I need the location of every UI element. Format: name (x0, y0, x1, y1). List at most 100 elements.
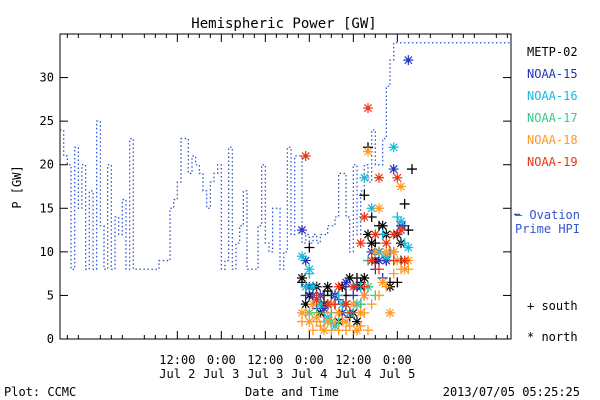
south-point (366, 299, 377, 310)
north-point (311, 294, 322, 305)
north-point (319, 325, 329, 336)
legend-entry: NOAA-19 (527, 155, 578, 169)
north-point (377, 277, 388, 288)
north-point (388, 246, 399, 257)
north-point (319, 303, 329, 314)
north-point (322, 316, 333, 327)
south-point (363, 325, 373, 336)
north-point (355, 307, 366, 318)
y-tick-label: 20 (40, 158, 54, 172)
north-point (403, 55, 414, 66)
y-tick-label: 0 (47, 332, 54, 346)
north-point (403, 242, 414, 253)
north-point (297, 225, 307, 236)
x-tick-label-date: Jul 4 (335, 367, 371, 381)
north-point (388, 142, 399, 153)
satellite-points (297, 55, 417, 336)
legend-north-symbol: * north (527, 330, 578, 344)
north-point (300, 281, 311, 292)
north-point (366, 203, 377, 214)
north-point (304, 316, 315, 327)
north-point (348, 299, 359, 310)
y-tick-label: 25 (40, 114, 54, 128)
north-point (359, 273, 370, 283)
north-point (322, 299, 333, 310)
north-point (297, 273, 307, 283)
north-point (396, 225, 406, 236)
north-point (396, 181, 406, 192)
legend-south-symbol: + south (527, 299, 578, 313)
south-point (344, 307, 355, 318)
x-tick-label-time: 12:00 (335, 353, 371, 367)
y-tick-label: 30 (40, 71, 54, 85)
x-axis-label: Date and Time (245, 385, 339, 399)
footer-left: Plot: CCMC (4, 385, 76, 399)
y-tick-label: 15 (40, 201, 54, 215)
north-point (297, 307, 307, 318)
ovation-line (60, 42, 511, 270)
x-tick-label-date: Jul 4 (291, 367, 327, 381)
north-point (374, 203, 384, 214)
y-axis-label: P [GW] (10, 165, 24, 208)
north-point (333, 307, 344, 318)
north-point (300, 299, 311, 310)
south-point (374, 264, 384, 275)
south-point (388, 268, 399, 279)
north-point (399, 264, 410, 275)
north-point (322, 281, 333, 292)
north-point (308, 299, 318, 310)
x-tick-label-time: 0:00 (383, 353, 412, 367)
south-point (304, 242, 315, 253)
south-point (407, 164, 417, 175)
north-point (374, 255, 384, 266)
x-tick-label-time: 0:00 (207, 353, 236, 367)
north-point (392, 172, 403, 183)
north-point (374, 172, 384, 183)
x-tick-label-time: 12:00 (159, 353, 195, 367)
legend-ovation-line1: — Ovation (515, 208, 580, 222)
south-point (374, 290, 384, 301)
y-tick-label: 10 (40, 245, 54, 259)
south-point (348, 290, 359, 301)
north-point (366, 255, 377, 266)
north-point (388, 164, 399, 175)
north-point (308, 281, 318, 292)
north-point (370, 229, 381, 240)
south-point (333, 290, 344, 301)
legend-entry: NOAA-16 (527, 89, 578, 103)
x-tick-label-date: Jul 3 (247, 367, 283, 381)
y-tick-label: 5 (47, 288, 54, 302)
north-point (370, 246, 381, 257)
north-point (341, 299, 351, 310)
north-point (300, 255, 311, 266)
legend: METP-02 NOAA-15 NOAA-16 NOAA-17 NOAA-18 NOAA-… (515, 45, 580, 344)
x-tick-label-date: Jul 2 (159, 367, 195, 381)
ovation-series (60, 42, 520, 270)
north-point (352, 316, 362, 327)
north-point (341, 316, 351, 327)
north-point (355, 238, 366, 249)
legend-entry: NOAA-18 (527, 133, 578, 147)
north-point (363, 103, 373, 114)
north-point (388, 229, 399, 240)
north-point (377, 220, 388, 231)
south-point (399, 198, 410, 209)
north-point (363, 229, 373, 240)
legend-entry: NOAA-17 (527, 111, 578, 125)
north-point (333, 281, 344, 292)
x-tick-label-time: 0:00 (295, 353, 324, 367)
south-point (322, 307, 333, 318)
north-point (399, 255, 410, 266)
north-point (297, 251, 307, 262)
north-point (315, 299, 326, 310)
north-point (352, 325, 362, 336)
north-point (381, 246, 392, 257)
north-point (381, 238, 392, 249)
x-tick-label-date: Jul 3 (203, 367, 239, 381)
north-point (344, 273, 355, 283)
chart-title: Hemispheric Power [GW] (191, 16, 376, 32)
south-point (359, 190, 370, 201)
x-tick-label-time: 12:00 (247, 353, 283, 367)
